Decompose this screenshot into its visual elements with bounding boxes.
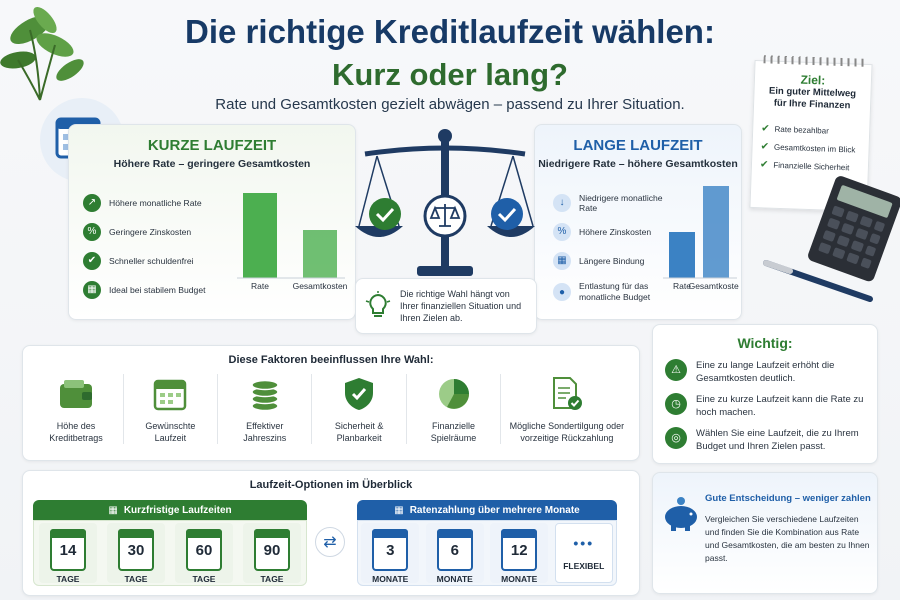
factors-card: Diese Faktoren beeinflussen Ihre Wahl: H… bbox=[22, 345, 640, 461]
short-term-subtitle: Höhere Rate – geringere Gesamtkosten bbox=[113, 158, 311, 170]
percent-icon: % bbox=[83, 222, 101, 241]
switch-icon[interactable]: ⇄ bbox=[315, 527, 345, 557]
important-item: ⚠ Eine zu lange Laufzeit erhöht die Gesam… bbox=[665, 359, 865, 385]
long-term-item: % Höhere Zinskosten bbox=[553, 219, 665, 244]
option-30-tage[interactable]: 30 TAGE bbox=[107, 523, 165, 584]
more-dots-icon: ••• bbox=[573, 535, 595, 551]
long-term-item: ▦ Längere Bindung bbox=[553, 248, 665, 273]
short-term-title: KURZE LAUFZEIT bbox=[147, 137, 277, 154]
lightbulb-icon bbox=[365, 291, 391, 317]
page-title: Die richtige Kreditlaufzeit wählen: bbox=[185, 13, 715, 50]
option-60-tage[interactable]: 60 TAGE bbox=[175, 523, 233, 584]
calendar-icon: ▦ bbox=[394, 504, 404, 516]
factors-title: Diese Faktoren beeinflussen Ihre Wahl: bbox=[228, 354, 434, 366]
arrow-down-icon: ↓ bbox=[553, 193, 571, 212]
important-title: Wichtig: bbox=[737, 335, 793, 351]
scale-tip-card: Die richtige Wahl hängt von Ihrer finanz… bbox=[355, 278, 537, 334]
piggy-bank-icon bbox=[665, 497, 697, 531]
short-term-item: % Geringere Zinskosten bbox=[83, 219, 243, 244]
clock-icon: ◷ bbox=[665, 393, 687, 415]
option-3-monate[interactable]: 3 MONATE bbox=[361, 523, 420, 584]
wallet-icon bbox=[60, 380, 92, 408]
important-item: ◷ Eine zu kurze Laufzeit kann die Rate zu… bbox=[665, 393, 865, 419]
decision-card: Gute Entscheidung – weniger zahlen Vergl… bbox=[652, 472, 878, 594]
pie-chart-icon bbox=[438, 379, 469, 409]
short-term-item: ✔ Schneller schuldenfrei bbox=[83, 248, 243, 273]
percent-icon: % bbox=[553, 222, 571, 241]
long-term-subtitle: Niedrigere Rate – höhere Gesamtkosten bbox=[538, 158, 738, 170]
option-90-tage[interactable]: 90 TAGE bbox=[243, 523, 301, 584]
important-card: Wichtig: ⚠ Eine zu lange Laufzeit erhöht … bbox=[652, 324, 878, 464]
bar-label: Rate bbox=[673, 281, 691, 291]
bar-label: Rate bbox=[251, 281, 269, 291]
factor-item: Sicherheit & Planbarkeit bbox=[318, 374, 400, 444]
factor-item: Effektiver Jahreszins bbox=[224, 374, 306, 444]
user-icon: ● bbox=[553, 283, 571, 301]
balance-scale-illustration bbox=[355, 129, 535, 276]
options-card: Laufzeit-Optionen im Überblick ▦ Kurzfris… bbox=[22, 470, 640, 596]
calculator-illustration bbox=[808, 176, 900, 282]
page-subtitle: Rate und Gesamtkosten gezielt abwägen – … bbox=[215, 96, 685, 113]
short-options-row: 14 TAGE 30 TAGE 60 TAGE 90 TAGE bbox=[33, 520, 307, 586]
calendar-icon: ▦ bbox=[108, 504, 118, 516]
check-icon: ✔ bbox=[83, 251, 101, 270]
bar-gesamtkosten bbox=[703, 186, 729, 278]
scale-tip-text: Die richtige Wahl hängt von Ihrer finanz… bbox=[400, 289, 522, 323]
option-flexibel[interactable]: ••• FLEXIBEL bbox=[554, 523, 613, 583]
long-term-item: ● Entlastung für das monatliche Budget bbox=[553, 277, 665, 307]
calendar-icon: ▦ bbox=[553, 251, 571, 270]
coins-icon bbox=[251, 379, 279, 412]
bar-gesamtkosten bbox=[303, 230, 337, 278]
pen-illustration bbox=[763, 260, 873, 302]
option-14-tage[interactable]: 14 TAGE bbox=[39, 523, 97, 584]
long-term-item: ↓ Niedrigere monatliche Rate bbox=[553, 190, 665, 215]
short-options-header: ▦ Kurzfristige Laufzeiten bbox=[33, 500, 307, 520]
document-icon bbox=[552, 377, 582, 410]
bar-label: Gesamtkosten bbox=[293, 281, 347, 291]
short-term-item: ▦ Ideal bei stabilem Budget bbox=[83, 277, 243, 302]
options-title: Laufzeit-Optionen im Überblick bbox=[249, 479, 413, 491]
short-term-card: KURZE LAUFZEIT Höhere Rate – geringere G… bbox=[68, 124, 356, 320]
factor-item: Höhe des Kreditbetrags bbox=[35, 374, 117, 444]
long-options-header: ▦ Ratenzahlung über mehrere Monate bbox=[357, 500, 617, 520]
decision-text: Vergleichen Sie verschiedene Laufzeiten … bbox=[705, 514, 870, 563]
short-term-bar-chart: Rate Gesamtkosten bbox=[237, 193, 347, 291]
trend-up-icon: ↗ bbox=[83, 193, 101, 212]
option-6-monate[interactable]: 6 MONATE bbox=[425, 523, 484, 584]
option-12-monate[interactable]: 12 MONATE bbox=[490, 523, 549, 584]
calculator-icon: ▦ bbox=[83, 280, 101, 299]
target-icon: ◎ bbox=[665, 427, 687, 449]
decision-title: Gute Entscheidung – weniger zahlen bbox=[705, 493, 871, 504]
calendar-icon bbox=[154, 379, 187, 411]
short-term-item: ↗ Höhere monatliche Rate bbox=[83, 190, 243, 215]
check-icon: ✔ bbox=[760, 140, 770, 153]
bar-rate bbox=[669, 232, 695, 278]
goal-text: Ein guter Mittelweg für Ihre Finanzen bbox=[768, 85, 857, 112]
warning-icon: ⚠ bbox=[665, 359, 687, 381]
check-icon: ✔ bbox=[759, 158, 769, 171]
bar-label: Gesamtkosten bbox=[689, 281, 739, 291]
plant-illustration bbox=[0, 6, 84, 101]
long-term-card: LANGE LAUFZEIT Niedrigere Rate – höhere … bbox=[534, 124, 742, 320]
bar-rate bbox=[243, 193, 277, 278]
long-term-title: LANGE LAUFZEIT bbox=[573, 137, 703, 154]
important-item: ◎ Wählen Sie eine Laufzeit, die zu Ihrem … bbox=[665, 427, 865, 453]
factor-item: Gewünschte Laufzeit bbox=[129, 374, 211, 444]
long-options-row: 3 MONATE 6 MONATE 12 MONATE ••• FLEXIBEL bbox=[357, 520, 617, 586]
factor-item: Finanzielle Spielräume bbox=[413, 374, 495, 444]
shield-icon bbox=[345, 378, 374, 410]
factor-item: Mögliche Sondertilgung oder vorzeitige R… bbox=[507, 374, 627, 444]
check-icon: ✔ bbox=[761, 122, 770, 135]
page-title-line2: Kurz oder lang? bbox=[332, 57, 568, 92]
